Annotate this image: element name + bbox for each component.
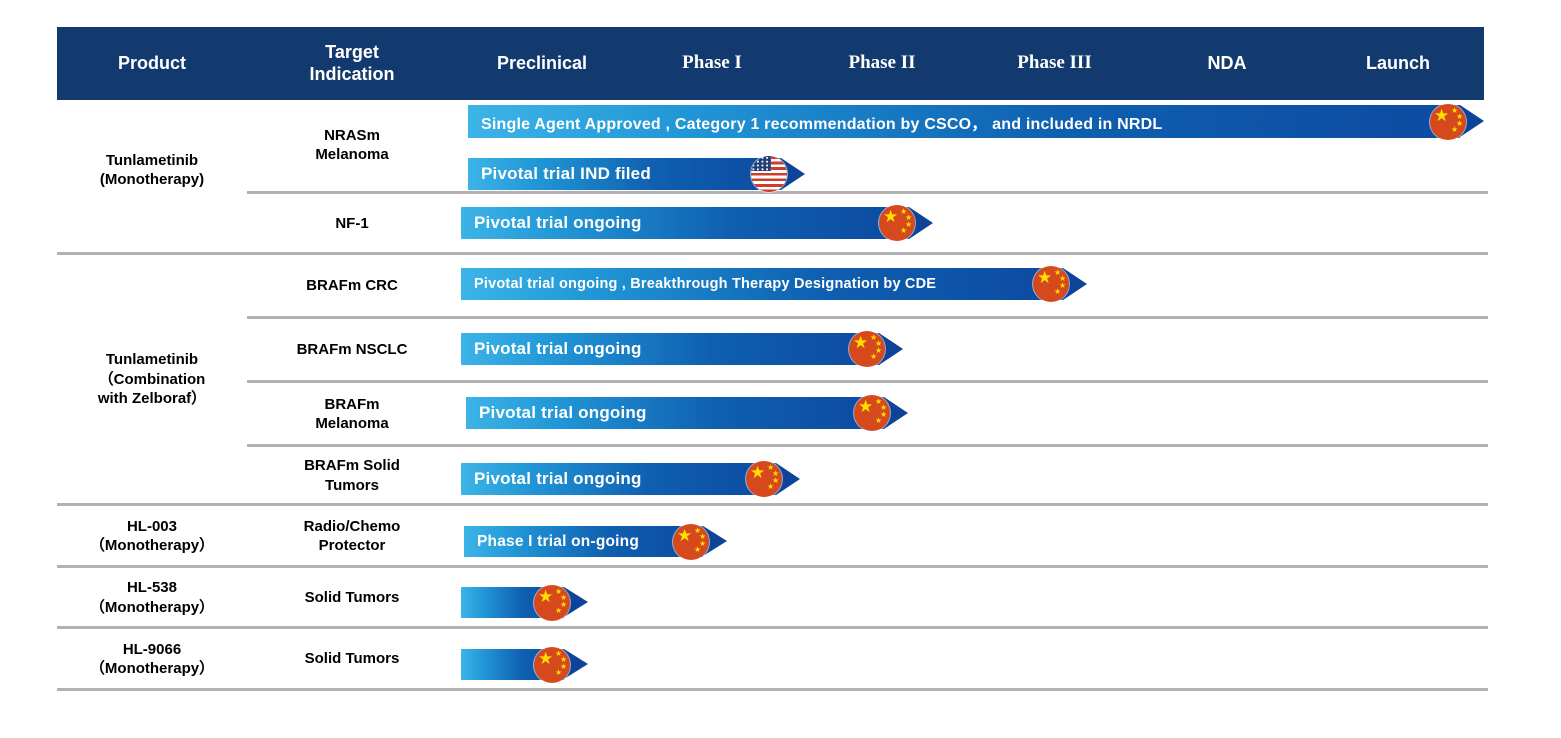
pipeline-bar: ★ ★ ★ ★ ★ <box>461 584 588 621</box>
product-name: HL-9066 （Monotherapy） <box>89 640 215 678</box>
bar-label: Pivotal trial ongoing <box>474 469 642 488</box>
china-flag-icon: ★ ★ ★ ★ ★ <box>673 523 709 560</box>
indication-name: BRAFm NSCLC <box>296 341 408 359</box>
china-flag-icon: ★ ★ ★ ★ ★ <box>746 461 782 497</box>
indication-name: NF-1 <box>335 214 369 232</box>
pipeline-bar: Pivotal trial ongoing ★ ★ ★ ★ ★ <box>461 461 800 497</box>
progress-bar: Pivotal trial ongoing <box>461 207 909 239</box>
china-flag-icon: ★ ★ ★ ★ ★ <box>534 646 570 683</box>
progress-bar: Pivotal trial ongoing <box>461 333 879 365</box>
indication-name: Solid Tumors <box>304 650 400 668</box>
product-name: HL-003 （Monotherapy） <box>89 517 215 555</box>
china-flag-icon: ★ ★ ★ ★ ★ <box>854 395 890 431</box>
bar-label: Pivotal trial ongoing , Breakthrough The… <box>474 276 937 292</box>
pipeline-bar: Single Agent Approved , Category 1 recom… <box>468 103 1484 140</box>
usa-flag-icon: ★★★★★ <box>751 156 787 192</box>
column-header-phase1: Phase I <box>682 52 742 74</box>
progress-bar: Single Agent Approved , Category 1 recom… <box>468 105 1460 138</box>
progress-bar: Pivotal trial IND filed <box>468 158 781 190</box>
product-name: Tunlametinib （Combination with Zelboraf） <box>97 351 207 408</box>
pipeline-bar: Pivotal trial ongoing , Breakthrough The… <box>461 266 1087 302</box>
pipeline-bar: Pivotal trial IND filed ★★★★★ <box>468 156 805 192</box>
bar-label: Pivotal trial ongoing <box>474 213 642 232</box>
bar-label: Single Agent Approved , Category 1 recom… <box>481 115 1163 133</box>
progress-bar: Pivotal trial ongoing <box>466 397 884 429</box>
indication-name: BRAFm CRC <box>306 277 398 295</box>
group-divider <box>57 252 1488 255</box>
bar-label: Phase I trial on-going <box>477 532 639 550</box>
column-header-target-indication: Target Indication <box>309 41 395 84</box>
progress-bar: Pivotal trial ongoing , Breakthrough The… <box>461 268 1063 300</box>
bar-label: Pivotal trial ongoing <box>479 403 647 422</box>
progress-bar: Pivotal trial ongoing <box>461 463 776 495</box>
row-divider <box>247 444 1488 447</box>
china-flag-icon: ★ ★ ★ ★ ★ <box>1430 103 1466 140</box>
group-divider <box>57 565 1488 568</box>
china-flag-icon: ★ ★ ★ ★ ★ <box>879 205 915 241</box>
product-name: Tunlametinib (Monotherapy) <box>99 151 205 189</box>
pipeline-bar: Pivotal trial ongoing ★ ★ ★ ★ ★ <box>461 331 903 367</box>
progress-bar: Phase I trial on-going <box>464 526 703 557</box>
column-header-preclinical: Preclinical <box>496 52 588 73</box>
indication-name: BRAFm Solid Tumors <box>304 457 400 494</box>
group-divider <box>57 503 1488 506</box>
row-divider <box>247 380 1488 383</box>
group-divider <box>57 626 1488 629</box>
china-flag-icon: ★ ★ ★ ★ ★ <box>534 584 570 621</box>
row-divider <box>247 316 1488 319</box>
china-flag-icon: ★ ★ ★ ★ ★ <box>1033 266 1069 302</box>
indication-name: BRAFm Melanoma <box>315 395 389 433</box>
pipeline-bar: Phase I trial on-going ★ ★ ★ ★ ★ <box>464 523 727 560</box>
product-name: HL-538 （Monotherapy） <box>89 579 215 616</box>
pipeline-bar: Pivotal trial ongoing ★ ★ ★ ★ ★ <box>461 205 933 241</box>
table-header: Product Target Indication Preclinical Ph… <box>57 27 1484 100</box>
column-header-launch: Launch <box>1365 52 1430 73</box>
pipeline-bar: ★ ★ ★ ★ ★ <box>461 646 588 683</box>
column-header-phase2: Phase II <box>848 52 916 74</box>
indication-name: Solid Tumors <box>304 588 400 606</box>
row-divider <box>247 191 1488 194</box>
bar-label: Pivotal trial ongoing <box>474 339 642 358</box>
indication-name: NRASm Melanoma <box>315 126 389 164</box>
group-divider <box>57 688 1488 691</box>
indication-name: Radio/Chemo Protector <box>303 517 401 555</box>
pipeline-bar: Pivotal trial ongoing ★ ★ ★ ★ ★ <box>466 395 908 431</box>
bar-label: Pivotal trial IND filed <box>481 164 651 183</box>
column-header-product: Product <box>117 52 186 73</box>
column-header-nda: NDA <box>1207 52 1247 73</box>
china-flag-icon: ★ ★ ★ ★ ★ <box>849 331 885 367</box>
column-header-phase3: Phase III <box>1017 52 1092 74</box>
